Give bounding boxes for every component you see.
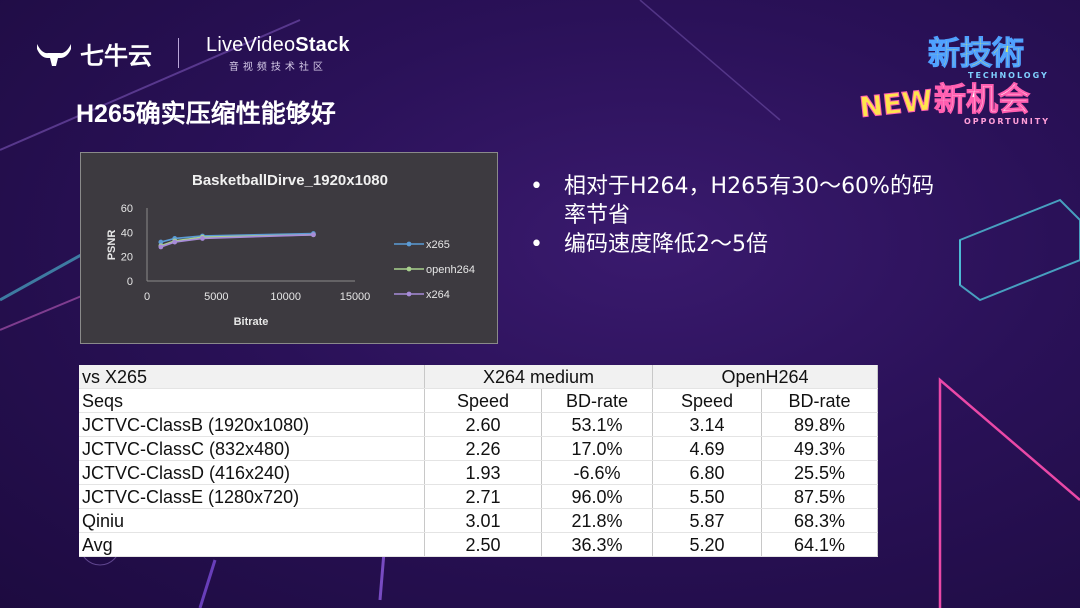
header-speed: Speed [424,388,542,413]
table-row: JCTVC-ClassE (1280x720) 2.71 96.0% 5.50 … [79,484,878,509]
legend-label: x265 [426,239,450,251]
series-line-x265 [160,232,314,243]
data-point [172,239,178,245]
cell-value: 21.8% [541,508,653,533]
cell-seq: Avg [79,532,425,557]
cell-value: 2.26 [424,436,542,461]
cell-value: 36.3% [541,532,653,557]
header-speed: Speed [652,388,762,413]
cell-value: -6.6% [541,460,653,485]
header-x264-medium: X264 medium [424,365,653,389]
cell-value: 49.3% [761,436,878,461]
cell-value: 5.87 [652,508,762,533]
cell-value: 2.60 [424,412,542,437]
cell-value: 53.1% [541,412,653,437]
header-bd-rate: BD-rate [761,388,878,413]
bullet-item: 编码速度降低2～5倍 [530,230,950,259]
y-axis-label: PSNR [106,230,118,261]
header-seqs: Seqs [79,388,425,413]
cell-value: 68.3% [761,508,878,533]
legend-label: x264 [426,289,450,301]
data-point [158,244,164,250]
data-point [200,236,205,241]
cell-seq: JCTVC-ClassD (416x240) [79,460,425,485]
cell-value: 5.50 [652,484,762,509]
badge-new: NEW [860,84,934,125]
bullet-item: 相对于H264，H265有30～60%的码率节省 [530,172,950,230]
chart-title: BasketballDirve_1920x1080 [192,172,388,189]
cell-value: 1.93 [424,460,542,485]
y-tick-label: 20 [121,252,133,264]
slide-title: H265确实压缩性能够好 [76,100,336,128]
y-tick-label: 60 [121,203,133,215]
cell-value: 64.1% [761,532,878,557]
cell-seq: JCTVC-ClassE (1280x720) [79,484,425,509]
bullet-list: 相对于H264，H265有30～60%的码率节省 编码速度降低2～5倍 [530,172,950,259]
badge-line1-sub: TECHNOLOGY [968,71,1049,80]
x-tick-label: 10000 [270,291,301,303]
qiniu-logo: 七牛云 [34,36,152,71]
psnr-chart: BasketballDirve_1920x1080 0 20 40 60 0 5000 100… [80,152,498,344]
cell-value: 25.5% [761,460,878,485]
cell-value: 2.50 [424,532,542,557]
comparison-table: vs X265 X264 medium OpenH264 Seqs Speed … [79,365,878,557]
x-tick-label: 15000 [340,291,371,303]
legend-marker [406,266,412,272]
cell-value: 2.71 [424,484,542,509]
cell-value: 4.69 [652,436,762,461]
table-header-row-1: vs X265 X264 medium OpenH264 [79,365,878,389]
badge-line2: 新机会 [934,80,1030,118]
header-vs-x265: vs X265 [79,365,425,389]
data-point [158,239,164,245]
cell-seq: JCTVC-ClassC (832x480) [79,436,425,461]
legend-label: openh264 [426,264,475,276]
table-row: JCTVC-ClassD (416x240) 1.93 -6.6% 6.80 2… [79,460,878,485]
cell-seq: Qiniu [79,508,425,533]
badge-line1: 新技術 [928,34,1024,72]
data-point [311,232,316,238]
table-row: JCTVC-ClassB (1920x1080) 2.60 53.1% 3.14… [79,412,878,437]
qiniu-label: 七牛云 [80,42,152,70]
cell-value: 17.0% [541,436,653,461]
header-openh264: OpenH264 [652,365,878,389]
cell-value: 3.14 [652,412,762,437]
qiniu-ox-icon [37,43,71,66]
table-row: Qiniu 3.01 21.8% 5.87 68.3% [79,508,878,533]
chart-canvas: BasketballDirve_1920x1080 0 20 40 60 0 5000 100… [106,172,475,328]
livevideostack-name: LiveVideoStack [206,34,350,56]
legend-marker [406,241,412,247]
cell-seq: JCTVC-ClassB (1920x1080) [79,412,425,437]
x-tick-label: 0 [144,291,150,303]
badge-line2-sub: OPPORTUNITY [964,117,1050,126]
series-line-x264 [160,233,314,248]
cell-value: 5.20 [652,532,762,557]
y-tick-label: 40 [121,227,133,239]
livevideostack-subtitle: 音视频技术社区 [228,62,327,73]
cell-value: 6.80 [652,460,762,485]
legend-marker [406,291,412,297]
logo-divider [178,38,179,68]
cell-value: 89.8% [761,412,878,437]
cell-value: 96.0% [541,484,653,509]
cell-value: 87.5% [761,484,878,509]
y-tick-label: 0 [127,276,133,288]
livevideostack-logo: LiveVideoStack 音视频技术社区 [206,34,350,73]
cell-value: 3.01 [424,508,542,533]
new-tech-badge: 新技術 TECHNOLOGY NEW 新机会 OPPORTUNITY [860,34,1050,127]
table-row: JCTVC-ClassC (832x480) 2.26 17.0% 4.69 4… [79,436,878,461]
header-bd-rate: BD-rate [541,388,653,413]
x-axis-label: Bitrate [234,316,269,328]
x-tick-label: 5000 [204,291,228,303]
table-row: Avg 2.50 36.3% 5.20 64.1% [79,532,878,557]
table-header-row-2: Seqs Speed BD-rate Speed BD-rate [79,388,878,413]
